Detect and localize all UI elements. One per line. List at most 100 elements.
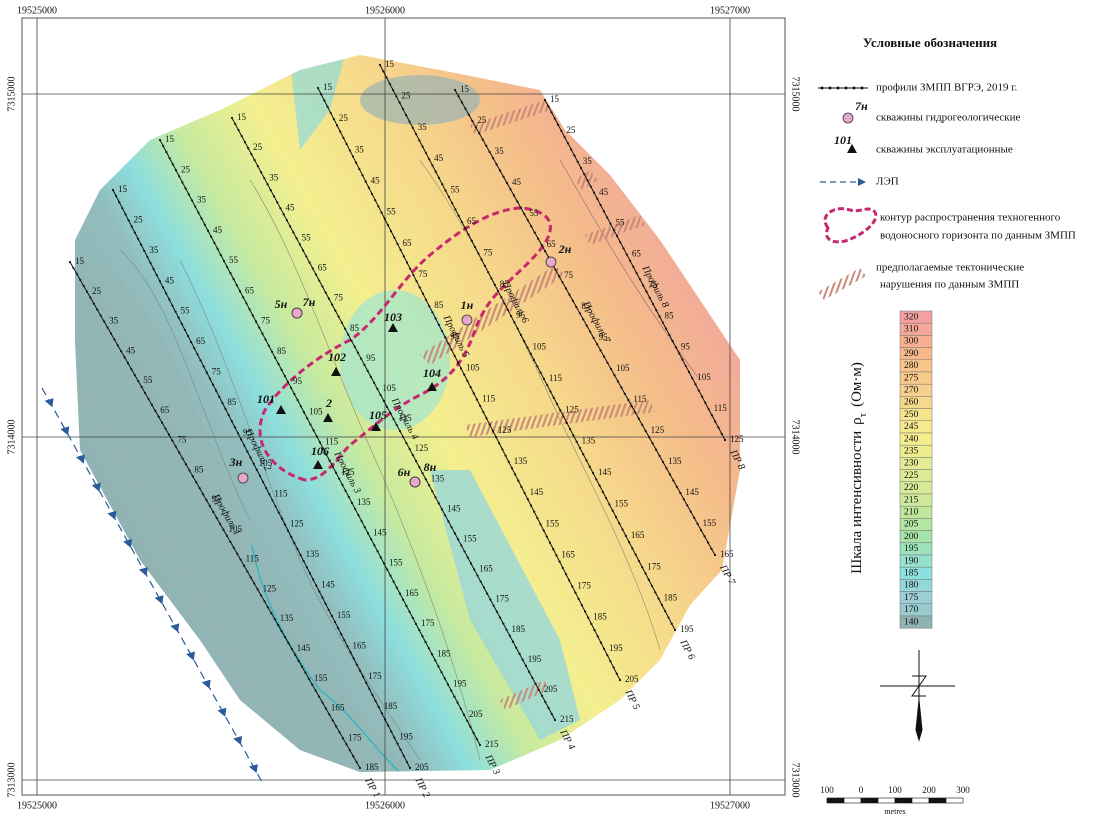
picket-dot [570, 148, 573, 151]
arrow-mark [911, 675, 927, 697]
picket-dot [447, 195, 450, 198]
picket-dot [526, 498, 529, 501]
picket-label: 105 [229, 524, 243, 534]
picket-dot [96, 308, 99, 311]
scale-swatch [899, 615, 933, 629]
picket-dot [282, 213, 285, 216]
legend-power-arrow [858, 178, 866, 186]
picket-dot [261, 480, 265, 484]
picket-dot [154, 409, 157, 412]
north-arrow [880, 650, 955, 742]
subscript: τ [857, 412, 869, 417]
picket-dot [395, 586, 398, 589]
picket-label: 125 [498, 425, 512, 435]
arrowhead [60, 426, 70, 436]
river [251, 544, 421, 772]
picket-label: 65 [196, 336, 206, 346]
picket-dot [197, 211, 200, 214]
picket-label: 135 [582, 436, 596, 446]
picket-dot [557, 274, 561, 278]
picket-dot [616, 380, 620, 383]
picket-label: 105 [259, 458, 273, 468]
picket-dot [582, 453, 585, 456]
picket-dot [235, 284, 238, 287]
picket-dot [585, 459, 588, 462]
picket-dot [395, 423, 398, 427]
picket-dot [307, 677, 310, 680]
picket-dot [143, 391, 147, 395]
picket-dot [399, 748, 402, 751]
picket-dot [245, 302, 248, 305]
easting-label: 19525000 [17, 800, 57, 811]
picket-label: 135 [306, 549, 320, 559]
picket-dot [193, 347, 196, 350]
legend-hydro-icon [842, 112, 854, 124]
picket-dot [717, 426, 720, 429]
picket-dot [133, 231, 136, 234]
picket-dot [314, 689, 317, 692]
picket-dot [398, 101, 401, 104]
picket-dot [152, 267, 155, 271]
legend-exploit-icon [847, 144, 857, 153]
map-frame [21, 17, 786, 796]
picket-dot [130, 368, 133, 371]
picket-dot [589, 185, 592, 188]
picket-dot [253, 159, 256, 162]
picket-dot [283, 523, 287, 526]
picket-dot [366, 532, 370, 535]
scale-segment [860, 797, 879, 804]
picket-dot [287, 641, 290, 645]
picket-dot [598, 484, 601, 487]
picket-dot [190, 199, 194, 202]
picket-dot [321, 596, 324, 599]
picket-dot [533, 231, 536, 234]
picket-dot [472, 392, 475, 395]
picket-dot [642, 284, 645, 287]
profile-line [454, 89, 716, 556]
picket-dot [580, 604, 583, 607]
picket-label: 135 [280, 613, 294, 623]
picket-dot [631, 547, 634, 550]
low-zone [75, 260, 420, 772]
picket-label: 155 [463, 533, 477, 543]
picket-dot [126, 362, 130, 365]
picket-dot [386, 568, 389, 571]
picket-dot [675, 485, 678, 488]
picket-dot [328, 459, 331, 462]
legend-profile-dots [820, 86, 864, 90]
picket-dot [351, 155, 355, 158]
picket-dot [424, 478, 427, 481]
scale-label: 200 [904, 532, 919, 542]
picket-dot [673, 628, 677, 632]
picket-dot [627, 398, 630, 402]
picket-dot [202, 365, 205, 368]
well-label: 103 [384, 310, 402, 324]
picket-label: 205 [544, 684, 558, 694]
picket-label: 55 [387, 207, 397, 217]
picket-dot [210, 235, 213, 238]
picket-dot [654, 591, 657, 594]
picket-dot [526, 346, 529, 349]
picket-dot [434, 170, 437, 173]
fault [500, 680, 548, 710]
picket-dot [269, 189, 272, 192]
picket-dot [345, 142, 348, 146]
northing-label: 7315000 [6, 77, 17, 112]
picket-dot [437, 323, 440, 326]
picket-label: 195 [399, 732, 413, 742]
exploit-well [371, 422, 381, 431]
picket-dot [168, 298, 171, 301]
picket-dot [444, 336, 447, 339]
picket-label: 45 [434, 153, 444, 163]
picket-dot [315, 435, 318, 438]
exploit-well [388, 323, 398, 332]
picket-dot [469, 725, 472, 728]
picket-dot [103, 320, 106, 323]
picket-dot [405, 760, 408, 764]
picket-label: 105 [616, 363, 630, 373]
well-label: 6н [398, 465, 411, 479]
picket-dot [168, 157, 171, 160]
picket-dot [444, 514, 447, 517]
picket-dot [450, 348, 453, 351]
picket-dot [495, 163, 498, 166]
